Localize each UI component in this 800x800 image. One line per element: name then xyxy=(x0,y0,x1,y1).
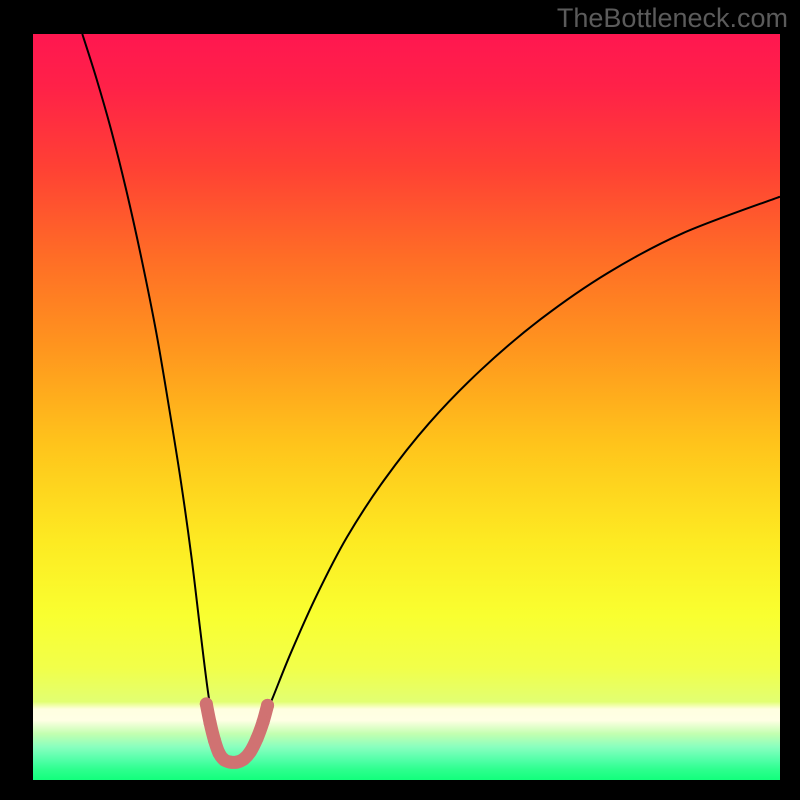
watermark-text: TheBottleneck.com xyxy=(557,3,788,34)
trough-marker-dot xyxy=(244,745,257,758)
trough-marker-dot xyxy=(200,697,213,710)
trough-marker-dot xyxy=(208,734,221,747)
trough-marker-dot xyxy=(204,716,217,729)
trough-marker-dot xyxy=(251,732,264,745)
chart-svg-layer xyxy=(33,34,780,780)
trough-marker-dot xyxy=(257,715,270,728)
chart-background xyxy=(33,34,780,780)
trough-marker-dot xyxy=(261,699,274,712)
chart-plot-area xyxy=(33,34,780,780)
